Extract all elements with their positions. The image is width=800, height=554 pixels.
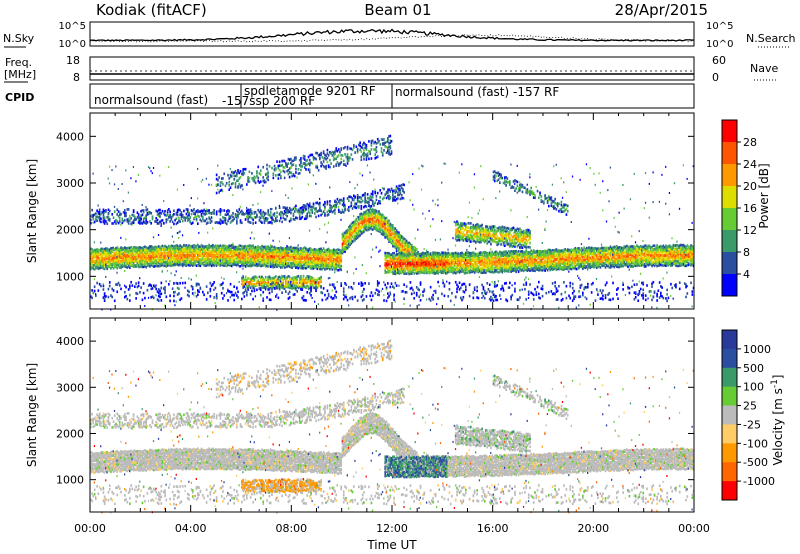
noise-tick-left-top: 10^5	[59, 21, 86, 32]
x-tick-label-6: 00:00	[678, 522, 710, 535]
y-tick-label-power-1: 2000	[56, 224, 84, 237]
freq-label: Freq.	[5, 56, 32, 69]
date-title: 28/Apr/2015	[615, 1, 708, 19]
x-tick-label-1: 04:00	[175, 522, 207, 535]
colorbar-tick-power-0: 4	[743, 268, 750, 281]
beam-title: Beam 01	[364, 1, 431, 19]
freq-unit-label: [MHz]	[4, 68, 36, 81]
colorbar-tick-power-1: 8	[743, 246, 750, 259]
colorbar-swatch-velocity-6	[722, 443, 737, 463]
velocity-scatter	[90, 339, 695, 514]
power-colorbar-label: Power [dB]	[757, 163, 771, 228]
colorbar-swatch-power-4	[722, 208, 737, 231]
colorbar-tick-velocity-6: -500	[743, 456, 768, 469]
velocity-panel: 1000 2000 3000 4000 Slant Range [km] 1000 50…	[25, 317, 785, 514]
colorbar-swatch-power-6	[722, 252, 737, 275]
colorbar-swatch-velocity-4	[722, 405, 737, 425]
power-ylabel: Slant Range [km]	[25, 159, 39, 263]
colorbar-tick-power-3: 16	[743, 202, 757, 215]
cpid-label: CPID	[5, 91, 34, 104]
colorbar-tick-power-5: 24	[743, 158, 757, 171]
y-tick-label-velocity-0: 1000	[56, 474, 84, 487]
x-tick-label-2: 08:00	[275, 522, 307, 535]
colorbar-tick-velocity-5: -100	[743, 437, 768, 450]
colorbar-tick-velocity-0: 1000	[743, 343, 771, 356]
colorbar-swatch-velocity-3	[722, 386, 737, 406]
cpid-segment-4: normalsound (fast) -157 RF	[395, 85, 559, 99]
nsearch-label: N.Search	[746, 32, 796, 45]
colorbar-swatch-power-1	[722, 142, 737, 165]
colorbar-tick-velocity-4: -25	[743, 418, 761, 431]
power-scatter	[90, 134, 695, 311]
colorbar-swatch-power-7	[722, 274, 737, 297]
cpid-segment-1: normalsound (fast)	[94, 93, 208, 107]
x-axis-label: Time UT	[366, 538, 417, 552]
cpid-segment-2: spdletamode 9201 RF	[244, 84, 376, 98]
cpid-strip: CPID normalsound (fast) spdletamode 9201…	[5, 83, 695, 109]
colorbar-swatch-velocity-8	[722, 481, 737, 501]
power-panel: 1000 2000 3000 4000 Slant Range [km] 4 8 12 16…	[25, 112, 771, 311]
colorbar-swatch-velocity-5	[722, 424, 737, 444]
x-tick-label-0: 00:00	[74, 522, 106, 535]
power-y-axis: 1000 2000 3000 4000	[56, 130, 694, 283]
freq-nave-strip: Freq. [MHz] 18 8 60 0 Nave	[4, 54, 778, 84]
colorbar-swatch-velocity-0	[722, 330, 737, 350]
noise-tick-left-bottom: 10^0	[59, 39, 86, 50]
nave-label: Nave	[750, 62, 778, 75]
station-title: Kodiak (fitACF)	[96, 1, 207, 19]
colorbar-swatch-velocity-7	[722, 462, 737, 482]
y-tick-label-velocity-2: 3000	[56, 381, 84, 394]
colorbar-tick-velocity-2: 100	[743, 381, 764, 394]
colorbar-swatch-power-0	[722, 120, 737, 143]
noise-tick-right-top: 10^5	[706, 21, 733, 32]
x-tick-label-3: 12:00	[376, 522, 408, 535]
freq-tick-bottom: 8	[73, 71, 80, 84]
colorbar-tick-velocity-3: 25	[743, 400, 757, 413]
colorbar-swatch-velocity-1	[722, 348, 737, 369]
colorbar-swatch-power-3	[722, 186, 737, 209]
colorbar-tick-velocity-1: 500	[743, 362, 764, 375]
velocity-ylabel: Slant Range [km]	[25, 363, 39, 467]
colorbar-swatch-velocity-2	[722, 367, 737, 387]
colorbar-swatch-power-2	[722, 164, 737, 187]
colorbar-tick-power-2: 12	[743, 224, 757, 237]
colorbar-tick-power-6: 28	[743, 136, 757, 149]
nave-tick-bottom: 0	[712, 71, 719, 84]
freq-tick-top: 18	[66, 54, 80, 67]
noise-search-trace	[89, 34, 695, 43]
x-tick-label-4: 16:00	[477, 522, 509, 535]
noise-sky-trace	[90, 28, 695, 42]
colorbar-swatch-power-5	[722, 230, 737, 253]
time-x-axis: 00:00 04:00 08:00 12:00 16:00 20:00 00:00	[74, 113, 710, 535]
y-tick-label-power-3: 4000	[56, 130, 84, 143]
y-tick-label-velocity-3: 4000	[56, 335, 84, 348]
colorbar-tick-power-4: 20	[743, 180, 757, 193]
x-tick-label-5: 20:00	[577, 522, 609, 535]
velocity-colorbar-label: Velocity [m s-1]	[770, 375, 785, 466]
y-tick-label-power-0: 1000	[56, 270, 84, 283]
noise-strip: N.Sky N.Search 10^5 10^0 10^5 10^0	[3, 21, 796, 50]
nsky-label: N.Sky	[3, 32, 35, 45]
y-tick-label-velocity-1: 2000	[56, 427, 84, 440]
nave-tick-top: 60	[712, 54, 726, 67]
y-tick-label-power-2: 3000	[56, 177, 84, 190]
velocity-y-axis: 1000 2000 3000 4000	[56, 335, 694, 487]
cpid-segment-3: -157ssp 200 RF	[222, 94, 315, 108]
colorbar-tick-velocity-7: -1000	[743, 475, 775, 488]
velocity-colorbar: 1000 500 100 25 -25 -100 -500 -1000	[721, 329, 775, 501]
noise-tick-right-bottom: 10^0	[706, 39, 733, 50]
power-colorbar: 4 8 12 16 20 24 28	[721, 119, 757, 297]
